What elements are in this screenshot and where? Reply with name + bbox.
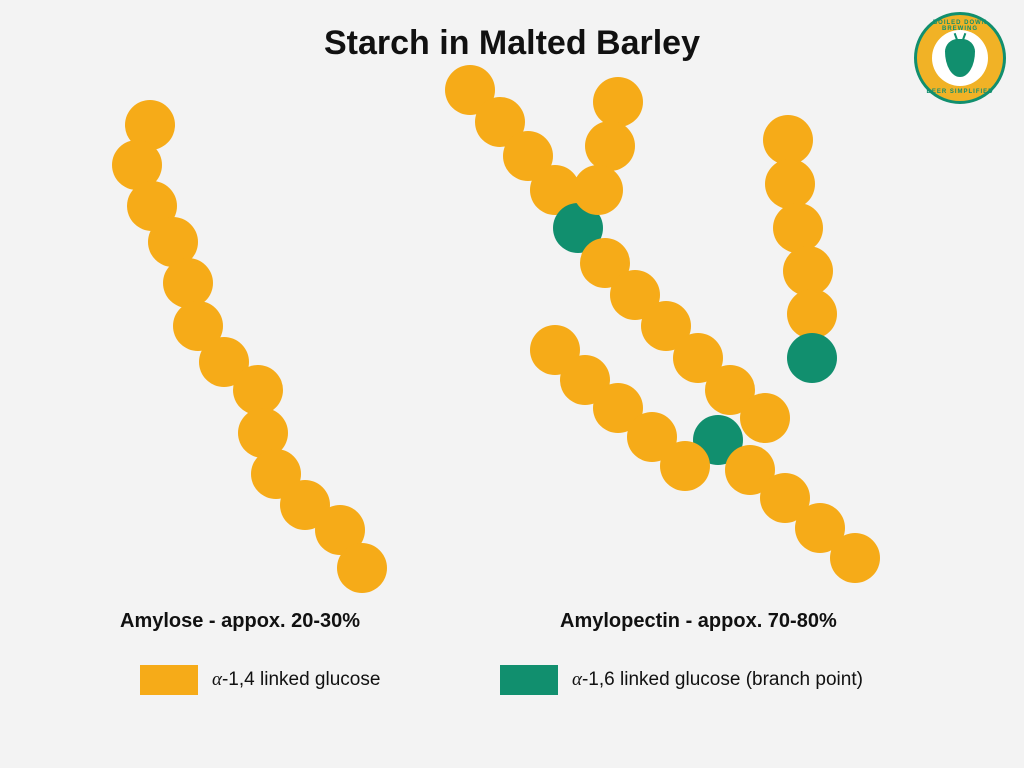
amylopectin-glucose-unit	[585, 121, 635, 171]
legend-item-alpha14: α-1,4 linked glucose	[140, 665, 380, 695]
legend-swatch-branch	[500, 665, 558, 695]
amylopectin-glucose-unit	[787, 289, 837, 339]
amylopectin-glucose-unit	[593, 77, 643, 127]
amylopectin-glucose-unit	[573, 165, 623, 215]
legend-label-alpha16: α-1,6 linked glucose (branch point)	[572, 669, 863, 691]
amylopectin-glucose-unit	[773, 203, 823, 253]
amylopectin-branch-point	[787, 333, 837, 383]
amylose-label: Amylose - appox. 20-30%	[120, 610, 360, 633]
legend-label-alpha14: α-1,4 linked glucose	[212, 669, 380, 691]
legend-swatch-glucose	[140, 665, 198, 695]
hop-icon	[945, 39, 975, 77]
amylose-glucose-unit	[163, 258, 213, 308]
amylopectin-glucose-unit	[765, 159, 815, 209]
starch-diagram	[0, 80, 1024, 600]
page-title: Starch in Malted Barley	[0, 24, 1024, 63]
amylopectin-label: Amylopectin - appox. 70-80%	[560, 610, 837, 633]
legend-item-alpha16: α-1,6 linked glucose (branch point)	[500, 665, 863, 695]
amylopectin-glucose-unit	[660, 441, 710, 491]
amylose-glucose-unit	[337, 543, 387, 593]
amylopectin-glucose-unit	[830, 533, 880, 583]
amylopectin-glucose-unit	[740, 393, 790, 443]
logo-top-text: BOILED DOWN BREWING	[917, 20, 1003, 32]
amylopectin-glucose-unit	[763, 115, 813, 165]
